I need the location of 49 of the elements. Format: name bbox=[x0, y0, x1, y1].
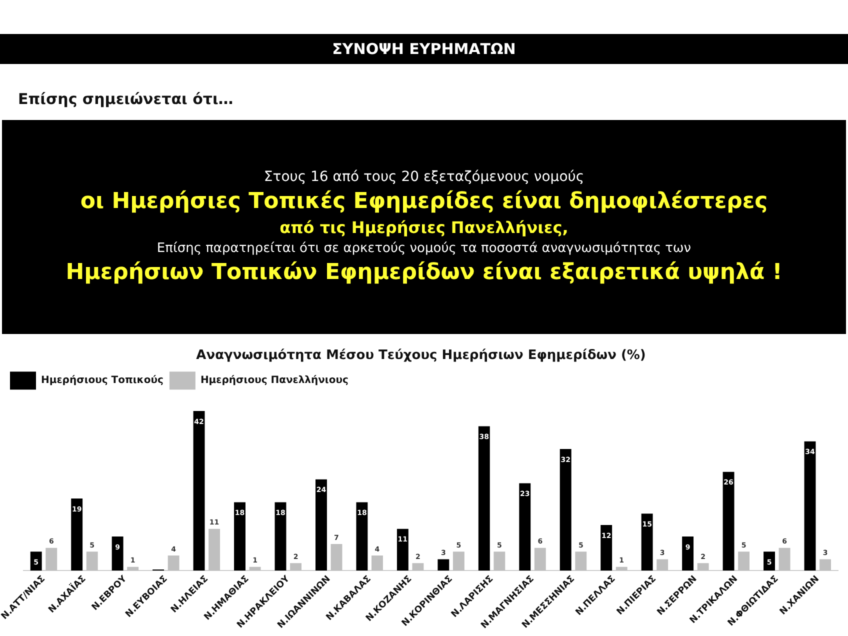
bar bbox=[193, 411, 205, 571]
bar bbox=[168, 555, 180, 571]
bar bbox=[372, 555, 383, 571]
bar bbox=[820, 559, 831, 571]
bar bbox=[208, 528, 220, 571]
bar bbox=[560, 449, 572, 571]
text: ΣΥΝΟΨΗ ΕΥΡΗΜΑΤΩΝ bbox=[0, 34, 848, 64]
bar bbox=[616, 566, 628, 571]
bar bbox=[764, 552, 775, 571]
bar bbox=[86, 552, 98, 571]
bar bbox=[738, 552, 750, 571]
bar bbox=[452, 552, 464, 571]
bar bbox=[330, 544, 342, 571]
bar bbox=[234, 502, 246, 571]
bar bbox=[127, 566, 139, 571]
text: Επίσης σημειώνεται ότι… bbox=[18, 90, 234, 108]
bar bbox=[290, 563, 302, 571]
bar bbox=[438, 559, 450, 571]
bar bbox=[274, 502, 286, 571]
bar bbox=[30, 552, 42, 571]
bar bbox=[494, 552, 506, 571]
text: Στους 16 από τους 20 εξεταζόμενους νομούς bbox=[262, 169, 586, 185]
bar bbox=[641, 514, 653, 571]
text: Επίσης παρατηρείται ότι σε αρκετούς νομούς τα ποσοστά αναγνωσιμότητας των bbox=[156, 241, 692, 256]
bar bbox=[534, 548, 546, 571]
bar bbox=[478, 426, 490, 571]
bar bbox=[396, 528, 408, 571]
bar bbox=[249, 566, 261, 571]
bar bbox=[778, 548, 790, 571]
bar bbox=[575, 552, 587, 571]
text: οι Ημερήσιες Τοπικές Εφημερίδες είναι δημοφιλέστερες bbox=[79, 189, 769, 214]
bar bbox=[682, 536, 694, 571]
bar bbox=[412, 563, 424, 571]
text: από τις Ημερήσιες Πανελλήνιες, bbox=[278, 218, 570, 237]
legend-label: Ημερήσιους Πανελλήνιους bbox=[200, 375, 348, 386]
bar bbox=[519, 483, 531, 571]
bar bbox=[71, 498, 83, 571]
chart-title: Αναγνωσιμότητα Μέσου Τεύχους Ημερήσιων Εφημερίδων (%) bbox=[196, 348, 646, 364]
legend-label: Ημερήσιους Τοπικούς bbox=[41, 375, 164, 386]
bar bbox=[112, 536, 124, 571]
bar bbox=[46, 548, 58, 571]
bar bbox=[600, 525, 612, 571]
bar bbox=[315, 479, 327, 571]
text: Ημερήσιων Τοπικών Εφημερίδων είναι εξαιρετικά υψηλά ! bbox=[64, 260, 784, 285]
bar bbox=[722, 472, 734, 571]
bar bbox=[804, 441, 816, 571]
bar bbox=[656, 559, 668, 571]
bar bbox=[356, 502, 368, 571]
bar bbox=[697, 563, 709, 571]
